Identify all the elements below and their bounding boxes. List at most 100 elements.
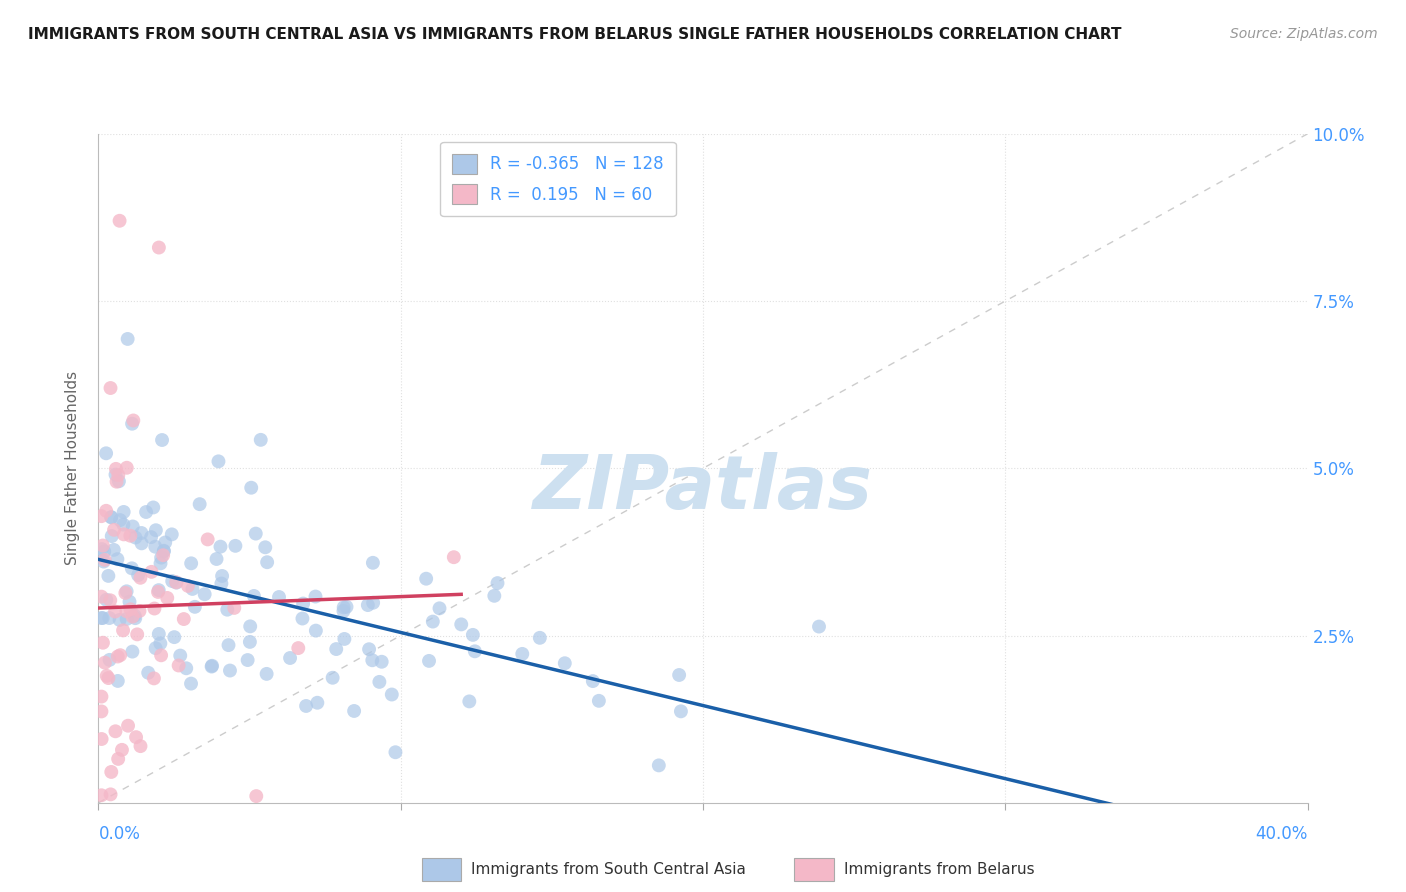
Point [149, 557, 172, 571]
Point [97, 671, 120, 685]
Point [117, 719, 139, 733]
Point [121, 609, 143, 624]
Text: 40.0%: 40.0% [1256, 825, 1308, 843]
Point [464, 644, 486, 658]
Point [131, 526, 153, 541]
Point [361, 596, 384, 610]
Point [96, 504, 118, 518]
Point [105, 475, 128, 489]
Point [668, 668, 690, 682]
Point [108, 513, 131, 527]
Point [94, 656, 117, 670]
Point [332, 600, 354, 615]
Point [325, 642, 347, 657]
Point [100, 529, 122, 543]
Point [163, 630, 186, 644]
Point [278, 651, 301, 665]
Point [90, 590, 112, 604]
Point [142, 500, 165, 515]
Point [96, 592, 118, 607]
Point [554, 657, 576, 671]
Point [153, 544, 176, 558]
Point [93, 553, 115, 567]
Point [91, 611, 114, 625]
Point [648, 758, 671, 772]
Point [142, 672, 165, 686]
Point [94, 446, 117, 460]
Point [124, 611, 146, 625]
Point [141, 565, 163, 579]
Text: Immigrants from Belarus: Immigrants from Belarus [844, 863, 1035, 877]
Point [174, 661, 197, 675]
Point [361, 556, 384, 570]
Point [124, 531, 146, 545]
Point [165, 575, 187, 590]
Point [292, 597, 315, 611]
Point [167, 658, 190, 673]
Point [112, 527, 135, 541]
Point [422, 615, 444, 629]
Point [155, 535, 177, 549]
Point [461, 628, 484, 642]
Point [291, 611, 314, 625]
Point [486, 576, 509, 591]
Point [458, 694, 481, 708]
Point [240, 481, 263, 495]
Point [115, 612, 138, 626]
Text: IMMIGRANTS FROM SOUTH CENTRAL ASIA VS IMMIGRANTS FROM BELARUS SINGLE FATHER HOUS: IMMIGRANTS FROM SOUTH CENTRAL ASIA VS IM… [28, 27, 1122, 42]
Point [96, 669, 118, 683]
Point [184, 599, 207, 614]
Point [97, 569, 120, 583]
Point [120, 602, 142, 616]
Point [143, 601, 166, 615]
Point [107, 673, 129, 688]
Point [239, 635, 262, 649]
Point [128, 604, 150, 618]
Point [194, 587, 217, 601]
Point [153, 543, 176, 558]
Point [669, 704, 692, 718]
Point [224, 539, 246, 553]
Point [121, 519, 143, 533]
Point [357, 598, 380, 612]
Point [256, 666, 278, 681]
Point [211, 569, 233, 583]
Point [117, 332, 139, 346]
Point [100, 510, 122, 524]
Point [219, 664, 242, 678]
Point [100, 510, 122, 524]
Point [125, 730, 148, 744]
Point [108, 475, 131, 489]
Point [111, 743, 134, 757]
Point [129, 571, 152, 585]
Point [90, 542, 112, 557]
Point [148, 583, 170, 598]
Point [529, 631, 551, 645]
Point [112, 505, 135, 519]
Point [118, 595, 141, 609]
Point [254, 541, 277, 555]
Point [218, 638, 240, 652]
Point [108, 613, 131, 627]
Point [114, 586, 136, 600]
Point [484, 589, 506, 603]
Point [429, 601, 451, 615]
Point [173, 612, 195, 626]
Point [90, 690, 112, 704]
Point [104, 605, 127, 619]
Point [343, 704, 366, 718]
Point [224, 601, 246, 615]
Point [107, 752, 129, 766]
Point [150, 433, 173, 447]
Point [245, 526, 267, 541]
Point [239, 619, 262, 633]
Legend: R = -0.365   N = 128, R =  0.195   N = 60: R = -0.365 N = 128, R = 0.195 N = 60 [440, 142, 675, 216]
Point [249, 433, 271, 447]
Point [93, 544, 115, 558]
Point [103, 523, 125, 537]
Point [368, 674, 391, 689]
Point [808, 619, 831, 633]
Point [98, 593, 121, 607]
Point [165, 575, 187, 590]
Point [156, 591, 179, 605]
